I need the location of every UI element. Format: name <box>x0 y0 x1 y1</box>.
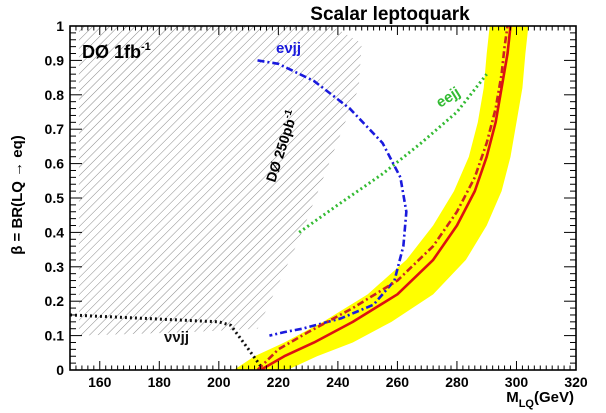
x-tick-label: 200 <box>207 374 231 390</box>
y-tick-label: 0.1 <box>45 328 65 344</box>
experiment-label: DØ 1fb-1 <box>82 41 151 62</box>
y-tick-label: 0.4 <box>45 224 65 240</box>
y-tick-label: 0.8 <box>45 87 65 103</box>
y-axis-label: β = BR(LQ → eq) <box>9 135 26 255</box>
y-tick-label-zero: 0 <box>56 362 64 378</box>
x-tick-label: 320 <box>564 374 588 390</box>
nunujj-label: ννjj <box>164 329 189 346</box>
y-tick-label: 0.5 <box>45 190 65 206</box>
x-tick-label: 220 <box>267 374 291 390</box>
enujj-label: eνjj <box>276 40 301 57</box>
excluded-region-hatch <box>79 26 362 336</box>
x-tick-label: 300 <box>505 374 529 390</box>
y-tick-label: 0.3 <box>45 259 65 275</box>
y-tick-label: 0.9 <box>45 52 65 68</box>
y-tick-label: 0.7 <box>45 121 65 137</box>
x-tick-label: 280 <box>445 374 469 390</box>
x-tick-label: 160 <box>88 374 112 390</box>
y-tick-label: 0.2 <box>45 293 65 309</box>
x-tick-label: 260 <box>386 374 410 390</box>
x-axis-label: MLQ(GeV) <box>506 389 574 410</box>
y-tick-label: 1 <box>56 18 64 34</box>
eejj-label: eejj <box>433 84 463 112</box>
y-tick-label: 0.6 <box>45 156 65 172</box>
chart-title: Scalar leptoquark <box>310 4 470 25</box>
x-tick-label: 180 <box>148 374 172 390</box>
plot-area <box>70 26 528 370</box>
x-tick-label: 240 <box>326 374 350 390</box>
